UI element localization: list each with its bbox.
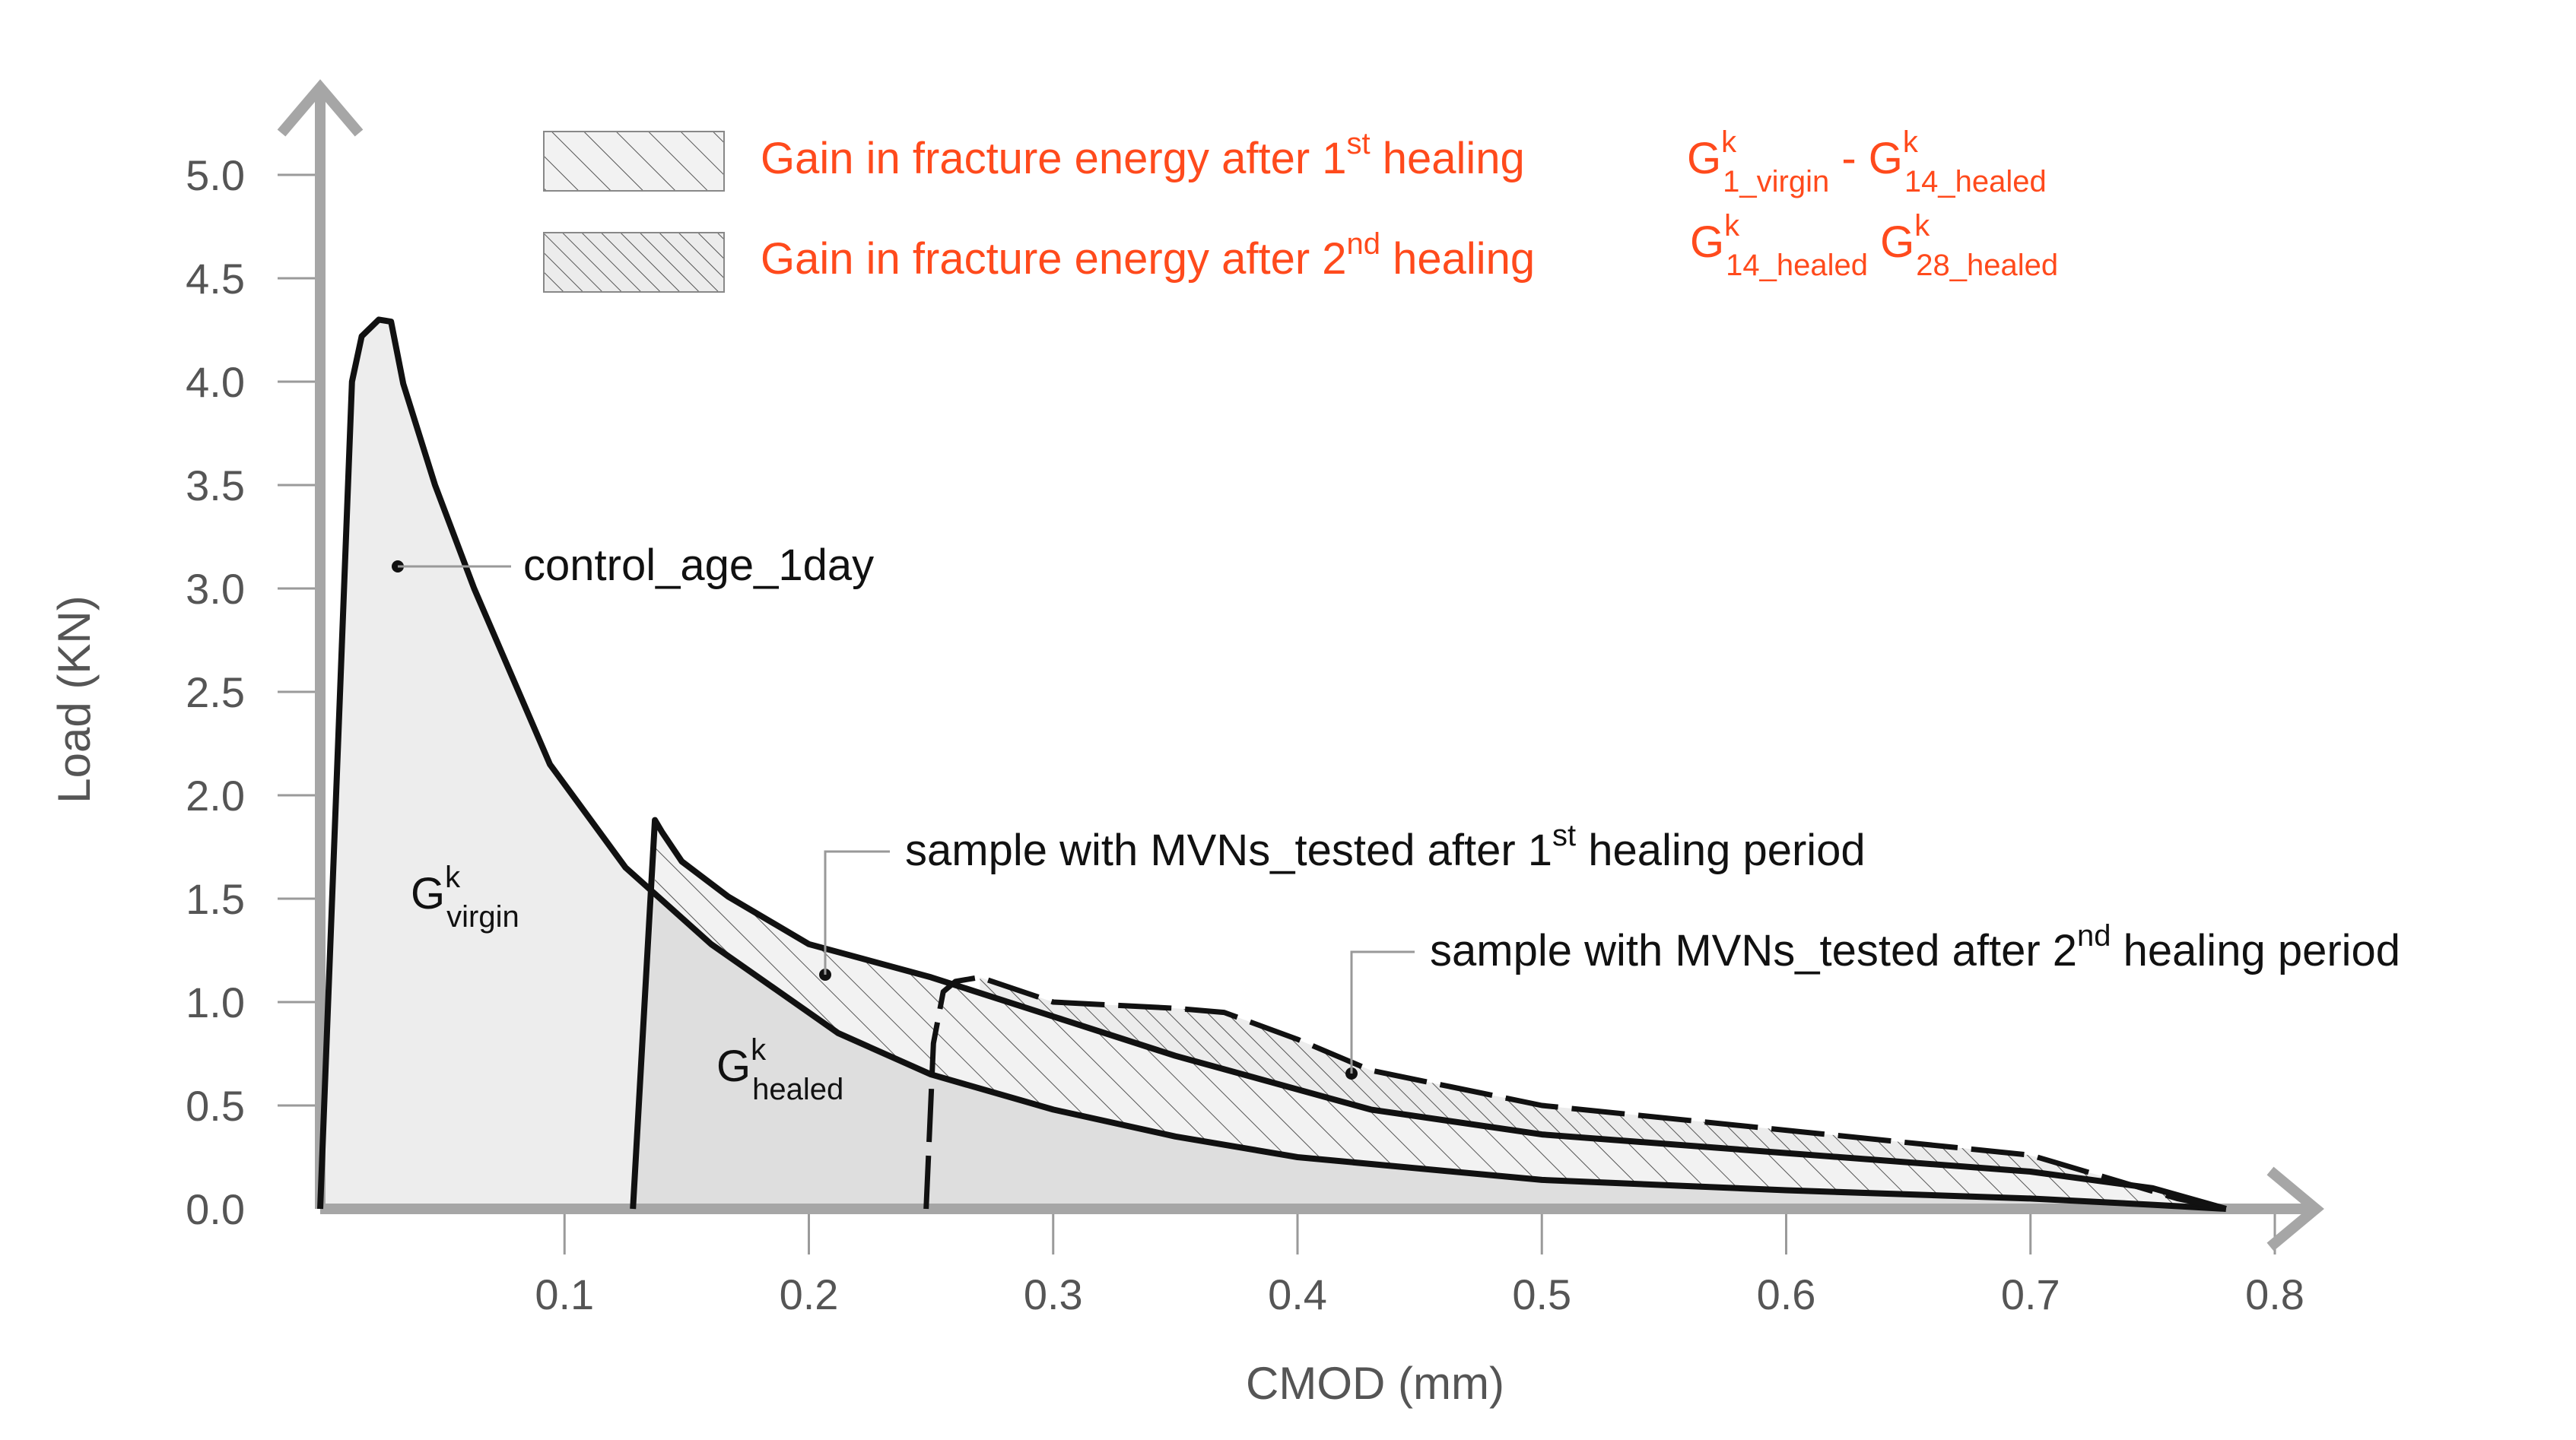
- legend-formula-second: Gk 14_healed Gk 28_healed: [1690, 209, 2058, 282]
- x-tick-label: 0.1: [535, 1270, 594, 1318]
- y-axis-title: Load (KN): [49, 595, 100, 803]
- legend-swatch-second: [544, 233, 724, 292]
- legend-swatch-first: [544, 132, 724, 191]
- y-tick-label: 2.5: [186, 668, 245, 716]
- y-tick-label: 2.0: [186, 772, 245, 820]
- annotation-leader-second: [1352, 952, 1415, 1074]
- x-tick-label: 0.4: [1268, 1270, 1327, 1318]
- x-tick-label: 0.5: [1512, 1270, 1571, 1318]
- y-tick-label: 0.5: [186, 1082, 245, 1130]
- y-tick-label: 4.0: [186, 358, 245, 406]
- y-tick-label: 3.5: [186, 461, 245, 509]
- legend-entry-second: Gain in fracture energy after 2nd healin…: [761, 227, 1535, 284]
- annotation-second: sample with MVNs_tested after 2nd healin…: [1430, 919, 2400, 975]
- x-tick-label: 0.2: [780, 1270, 839, 1318]
- legend-formula-first: Gk 1_virgin - Gk 14_healed: [1687, 125, 2047, 198]
- y-tick-label: 5.0: [186, 151, 245, 199]
- x-tick-label: 0.6: [1757, 1270, 1816, 1318]
- x-axis-ticks: 0.1 0.2 0.3 0.4 0.5 0.6 0.7 0.8: [535, 1209, 2304, 1318]
- y-tick-label: 3.0: [186, 565, 245, 613]
- y-tick-label: 1.5: [186, 875, 245, 923]
- x-tick-label: 0.8: [2245, 1270, 2304, 1318]
- annotation-control: control_age_1day: [523, 541, 874, 590]
- y-axis-ticks: 0.0 0.5 1.0 1.5 2.0 2.5 3.0 3.5 4.0 4.5 5.0: [186, 151, 320, 1233]
- legend: Gain in fracture energy after 1st healin…: [544, 125, 2058, 292]
- x-axis-title: CMOD (mm): [1246, 1358, 1504, 1409]
- annotation-first: sample with MVNs_tested after 1st healin…: [905, 819, 1866, 875]
- legend-entry-first: Gain in fracture energy after 1st healin…: [761, 127, 1525, 183]
- load-cmod-chart: 0.0 0.5 1.0 1.5 2.0 2.5 3.0 3.5 4.0 4.5 5.0 0.1 0.2…: [0, 0, 2576, 1440]
- x-tick-label: 0.7: [2001, 1270, 2060, 1318]
- x-tick-label: 0.3: [1024, 1270, 1083, 1318]
- fill-regions: [320, 319, 2226, 1209]
- y-tick-label: 1.0: [186, 979, 245, 1026]
- y-tick-label: 0.0: [186, 1185, 245, 1233]
- y-tick-label: 4.5: [186, 255, 245, 303]
